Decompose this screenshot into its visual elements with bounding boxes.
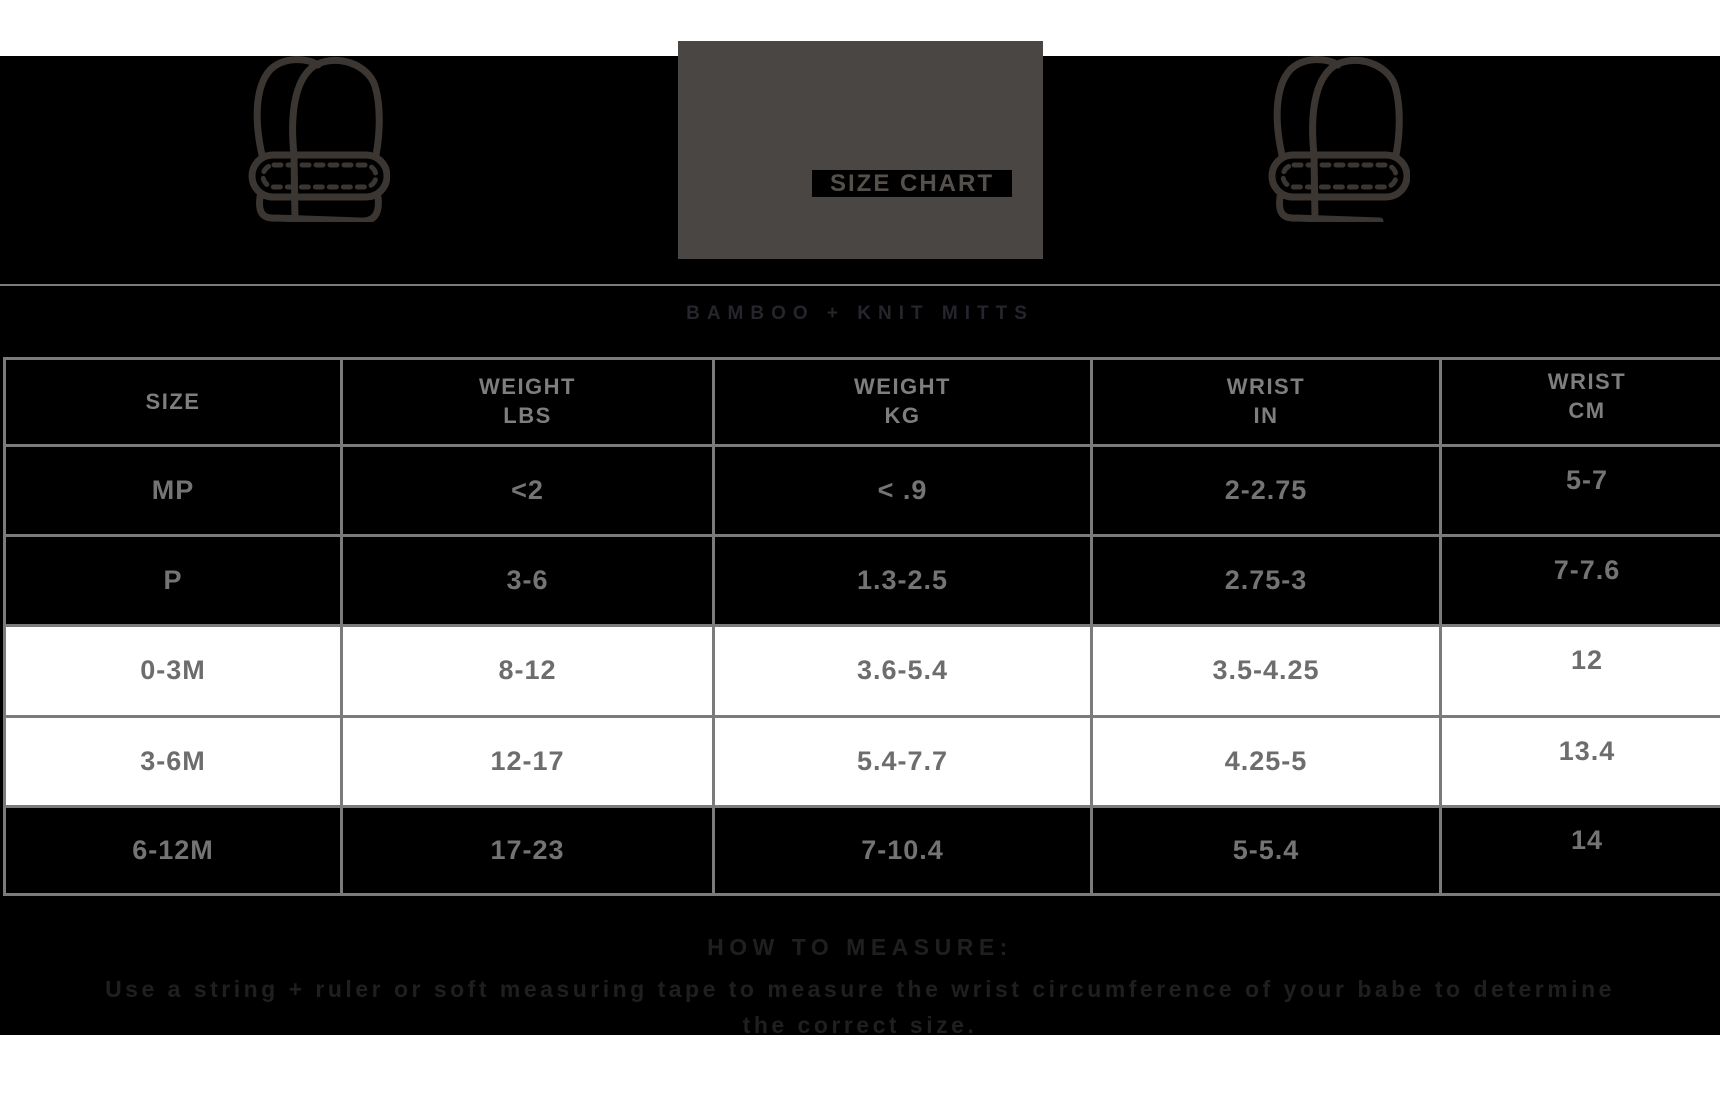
how-to-measure-line1: Use a string + ruler or soft measuring t…: [105, 976, 1615, 1002]
bottom-white-strip: [0, 1035, 1720, 1100]
table-row-cell: 13.4: [1442, 718, 1720, 805]
table-row-cell: 2-2.75: [1093, 447, 1439, 534]
table-row-cell: 3.6-5.4: [715, 627, 1090, 715]
mitten-icon: [248, 56, 390, 222]
product-subtitle: BAMBOO + KNIT MITTS: [686, 303, 1034, 324]
table-row-cell: <2: [343, 447, 712, 534]
table-row-cell: 3-6M: [6, 718, 340, 805]
table-row-cell: 8-12: [343, 627, 712, 715]
table-row-cell: MP: [6, 447, 340, 534]
header-panel: [678, 41, 1043, 259]
size-chart-table: SIZE WEIGHT LBS WEIGHT KG WRIST IN WRIST…: [3, 357, 1720, 896]
table-row-cell: 5.4-7.7: [715, 718, 1090, 805]
table-row-cell: < .9: [715, 447, 1090, 534]
table-row-cell: 7-10.4: [715, 808, 1090, 893]
table-row-cell: 3-6: [343, 537, 712, 624]
table-row-cell: 12-17: [343, 718, 712, 805]
table-row-cell: 6-12M: [6, 808, 340, 893]
table-row-cell: 7-7.6: [1442, 537, 1720, 624]
table-row-cell: 14: [1442, 808, 1720, 893]
column-header-wrist-in: WRIST IN: [1093, 360, 1439, 444]
table-row-cell: 4.25-5: [1093, 718, 1439, 805]
table-row-cell: 3.5-4.25: [1093, 627, 1439, 715]
mitten-icon: [1268, 56, 1410, 222]
table-row-cell: 5-7: [1442, 447, 1720, 534]
page-title: SIZE CHART: [812, 170, 1012, 197]
column-header-weight-kg: WEIGHT KG: [715, 360, 1090, 444]
table-row-cell: 12: [1442, 627, 1720, 715]
column-header-wrist-cm: WRIST CM: [1442, 360, 1720, 444]
table-row-cell: 17-23: [343, 808, 712, 893]
table-row-cell: P: [6, 537, 340, 624]
how-to-measure-heading: HOW TO MEASURE:: [707, 934, 1013, 960]
table-row-cell: 1.3-2.5: [715, 537, 1090, 624]
table-row-cell: 2.75-3: [1093, 537, 1439, 624]
table-row-cell: 0-3M: [6, 627, 340, 715]
how-to-measure-line2: the correct size.: [742, 1012, 978, 1038]
column-header-weight-lbs: WEIGHT LBS: [343, 360, 712, 444]
column-header-size: SIZE: [6, 360, 340, 444]
table-row-cell: 5-5.4: [1093, 808, 1439, 893]
divider-rule: [0, 284, 1720, 286]
